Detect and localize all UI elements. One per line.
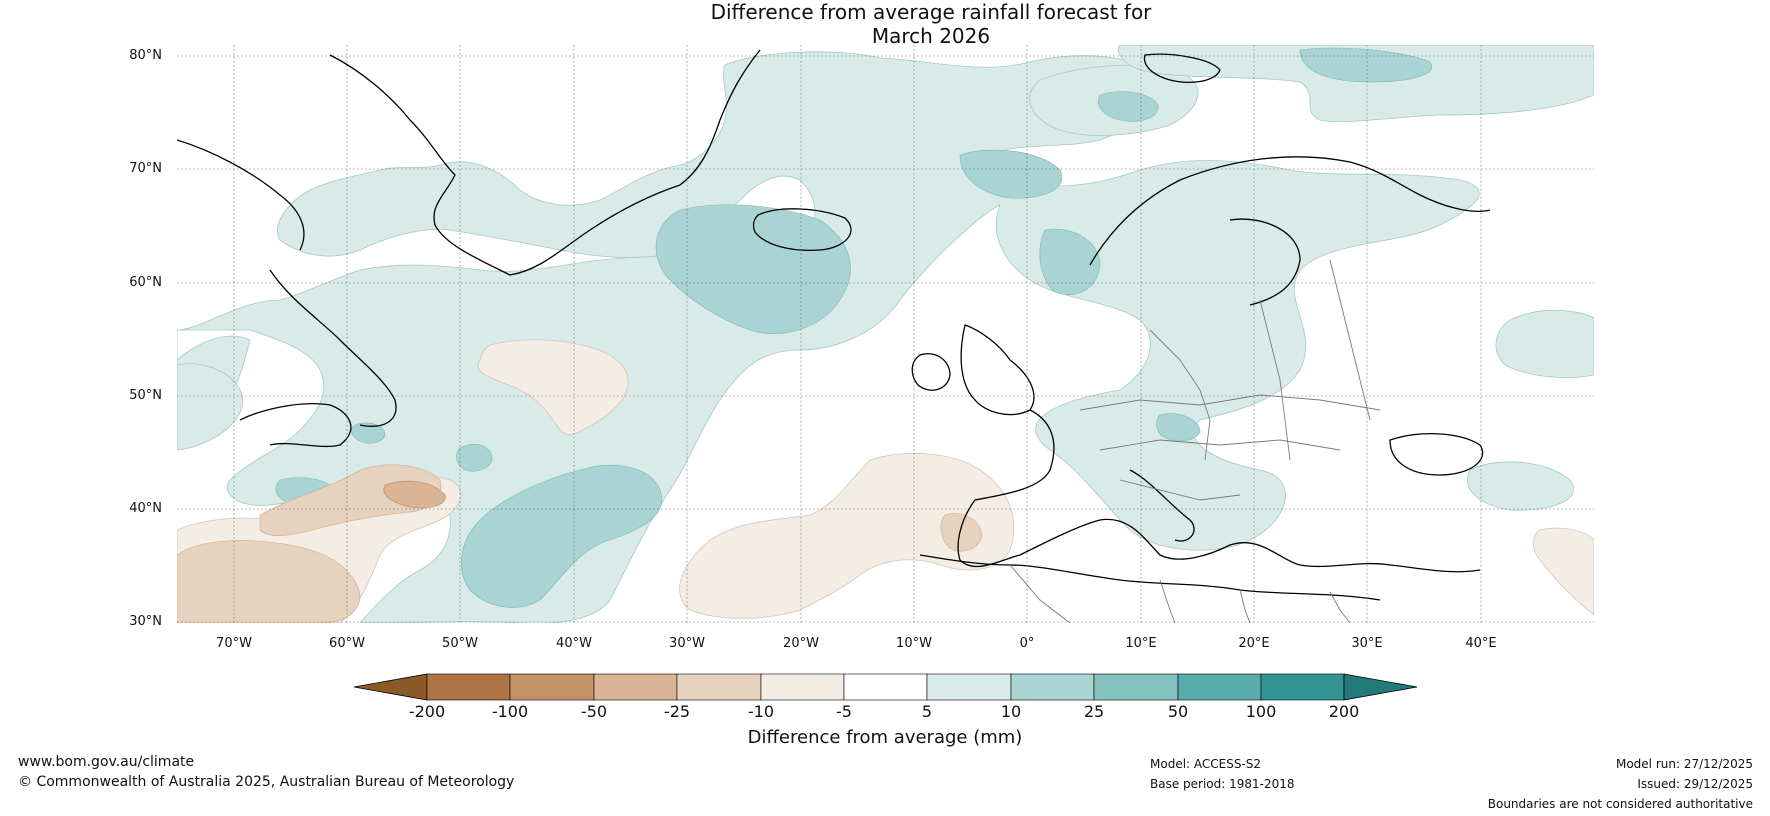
west-europe-coast bbox=[957, 409, 1055, 568]
colorbar bbox=[353, 673, 1418, 701]
lon-label: 0° bbox=[1019, 636, 1035, 651]
lon-label: 70°W bbox=[216, 636, 252, 651]
wet-anomaly-region bbox=[177, 363, 243, 451]
dry-anomaly-region bbox=[679, 453, 1014, 619]
north-africa-coast bbox=[919, 554, 1381, 601]
wet-anomaly-core bbox=[655, 204, 851, 335]
wet-anomaly-region bbox=[177, 51, 1480, 623]
colorbar-tick-label: -10 bbox=[747, 702, 775, 721]
colorbar-segment bbox=[760, 673, 845, 701]
scandinavia-coast bbox=[1089, 156, 1491, 266]
colorbar-tick-label: 50 bbox=[1167, 702, 1189, 721]
wet-anomaly-core bbox=[1039, 228, 1101, 295]
britain-coast bbox=[960, 324, 1035, 416]
country-borders bbox=[1009, 259, 1381, 623]
lon-label: 10°E bbox=[1125, 636, 1157, 651]
dry-anomaly-core bbox=[940, 513, 983, 552]
dry-anomaly-peak bbox=[383, 480, 446, 509]
lat-label: 80°N bbox=[129, 48, 162, 63]
map-title-line2: March 2026 bbox=[871, 24, 991, 48]
lat-label: 40°N bbox=[129, 501, 162, 516]
lon-label: 40°W bbox=[556, 636, 592, 651]
colorbar-segment bbox=[509, 673, 595, 701]
colorbar-segment bbox=[1177, 673, 1262, 701]
colorbar-segment bbox=[1093, 673, 1179, 701]
issued-text: Issued: 29/12/2025 bbox=[1637, 777, 1753, 791]
colorbar-title: Difference from average (mm) bbox=[747, 727, 1023, 748]
colorbar-tick-label: 25 bbox=[1083, 702, 1105, 721]
map-title: Difference from average rainfall forecas… bbox=[0, 0, 1770, 48]
disclaimer-text: Boundaries are not considered authoritat… bbox=[1487, 797, 1753, 811]
colorbar-segment bbox=[593, 673, 678, 701]
lon-label: 40°E bbox=[1465, 636, 1497, 651]
greenland-coast bbox=[329, 49, 761, 276]
wet-anomaly-core bbox=[1156, 413, 1201, 442]
colorbar-segment bbox=[1260, 673, 1345, 701]
wet-anomaly-region bbox=[1117, 45, 1594, 123]
lon-label: 50°W bbox=[442, 636, 478, 651]
lat-label: 50°N bbox=[129, 388, 162, 403]
dry-anomaly-core bbox=[177, 540, 361, 623]
black-sea-coast bbox=[1389, 433, 1484, 476]
colorbar-tick-label: -25 bbox=[663, 702, 691, 721]
wet-anomaly-core bbox=[1299, 47, 1433, 83]
newfoundland-coast bbox=[239, 403, 352, 448]
dry-anomaly-region bbox=[1532, 527, 1594, 616]
lon-label: 30°W bbox=[669, 636, 705, 651]
colorbar-tick-label: -5 bbox=[836, 702, 852, 721]
wet-anomaly-core bbox=[456, 444, 493, 472]
colorbar-arrow-dry bbox=[353, 673, 428, 701]
website-text: www.bom.gov.au/climate bbox=[18, 754, 195, 770]
wet-anomaly-core bbox=[1098, 91, 1159, 122]
ireland-coast bbox=[911, 353, 951, 391]
dry-anomaly-region bbox=[477, 339, 629, 435]
graticule bbox=[177, 45, 1594, 623]
colorbar-segment bbox=[926, 673, 1012, 701]
wet-anomaly-core bbox=[351, 422, 386, 444]
base-period-text: Base period: 1981-2018 bbox=[1150, 777, 1295, 791]
colorbar-segment bbox=[843, 673, 928, 701]
colorbar-tick-label: -50 bbox=[580, 702, 608, 721]
wet-anomaly-core bbox=[959, 149, 1063, 199]
colorbar-tick-label: 5 bbox=[921, 702, 933, 721]
colorbar-tick-label: -200 bbox=[408, 702, 446, 721]
lon-label: 10°W bbox=[896, 636, 932, 651]
model-text: Model: ACCESS-S2 bbox=[1150, 757, 1262, 771]
baltic-coast bbox=[1229, 218, 1301, 306]
lat-label: 60°N bbox=[129, 275, 162, 290]
colorbar-tick-label: 200 bbox=[1328, 702, 1360, 721]
wet-anomaly-core bbox=[460, 464, 663, 608]
lon-label: 20°W bbox=[783, 636, 819, 651]
model-run-text: Model run: 27/12/2025 bbox=[1615, 757, 1753, 771]
copyright-text: © Commonwealth of Australia 2025, Austra… bbox=[18, 774, 515, 790]
mediterranean-coast bbox=[1019, 518, 1481, 573]
colorbar-segment bbox=[426, 673, 511, 701]
lat-label: 70°N bbox=[129, 161, 162, 176]
colorbar-segment bbox=[676, 673, 762, 701]
lat-label: 30°N bbox=[129, 614, 162, 629]
wet-anomaly-region bbox=[1495, 309, 1594, 378]
colorbar-tick-label: 10 bbox=[1000, 702, 1022, 721]
wet-anomaly-region bbox=[1467, 461, 1574, 511]
lon-label: 60°W bbox=[329, 636, 365, 651]
lon-label: 30°E bbox=[1351, 636, 1383, 651]
iceland-coast bbox=[752, 208, 852, 251]
colorbar-arrow-wet bbox=[1343, 673, 1418, 701]
map-title-line1: Difference from average rainfall forecas… bbox=[710, 0, 1152, 24]
colorbar-tick-label: -100 bbox=[491, 702, 529, 721]
forecast-anomaly-layer bbox=[177, 45, 1594, 623]
colorbar-segment bbox=[1010, 673, 1095, 701]
colorbar-tick-label: 100 bbox=[1245, 702, 1277, 721]
lon-label: 20°E bbox=[1238, 636, 1270, 651]
baffin-coast bbox=[177, 139, 305, 251]
italy-coast bbox=[1129, 469, 1195, 542]
labrador-coast bbox=[269, 269, 397, 427]
